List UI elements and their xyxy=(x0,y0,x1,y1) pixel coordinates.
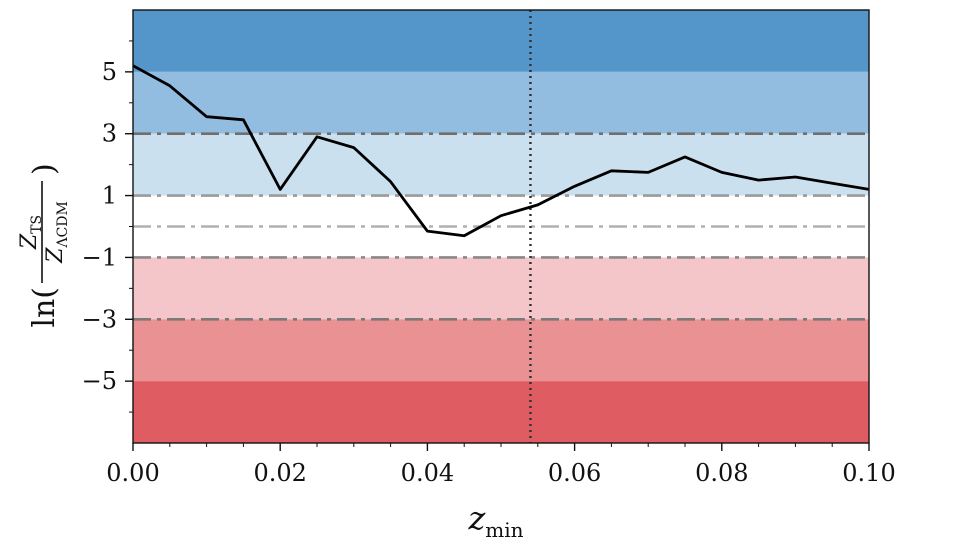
svg-text:ZTS: ZTS xyxy=(17,215,45,250)
series-lines xyxy=(132,64,870,238)
y-label-den-main: Z xyxy=(43,247,68,264)
band-0 xyxy=(133,10,869,72)
y-ticks: 5 3 1 −1 −3 −5 xyxy=(82,40,133,413)
x-tick-label: 0.02 xyxy=(253,459,306,487)
y-tick-label: 5 xyxy=(102,58,117,86)
band-2 xyxy=(133,133,869,196)
x-axis-label: zmin xyxy=(467,499,523,542)
y-tick-label: −3 xyxy=(82,305,117,333)
x-tick-label: 0.08 xyxy=(695,459,748,487)
y-tick-label: 3 xyxy=(102,120,117,148)
svg-text:zmin: zmin xyxy=(467,499,523,542)
y-label-suffix: ) xyxy=(27,163,62,175)
background-bands xyxy=(133,10,869,443)
band-5 xyxy=(133,319,869,382)
x-tick-label: 0.10 xyxy=(842,459,895,487)
x-ticks: 0.00 0.02 0.04 0.06 0.08 0.10 xyxy=(106,443,896,487)
svg-text:ZΛCDM: ZΛCDM xyxy=(43,201,71,264)
x-tick-label: 0.04 xyxy=(401,459,454,487)
y-tick-label: 1 xyxy=(102,182,117,210)
y-axis-label: ln( ZTS ZΛCDM ) xyxy=(17,163,71,327)
series-line-0 xyxy=(132,64,870,238)
x-label-sub: min xyxy=(485,518,523,542)
reference-lines xyxy=(133,132,869,321)
y-label-prefix: ln( xyxy=(27,287,62,328)
y-tick-label: −5 xyxy=(82,367,117,395)
x-tick-label: 0.00 xyxy=(106,459,159,487)
band-4 xyxy=(133,257,869,320)
band-1 xyxy=(133,71,869,134)
y-label-num-main: Z xyxy=(17,233,42,250)
y-label-num-sub: TS xyxy=(29,215,45,234)
y-tick-label: −1 xyxy=(82,243,117,271)
y-label-den-sub: ΛCDM xyxy=(55,201,71,248)
band-6 xyxy=(133,381,869,443)
x-label-main: z xyxy=(467,499,486,537)
x-tick-label: 0.06 xyxy=(548,459,601,487)
